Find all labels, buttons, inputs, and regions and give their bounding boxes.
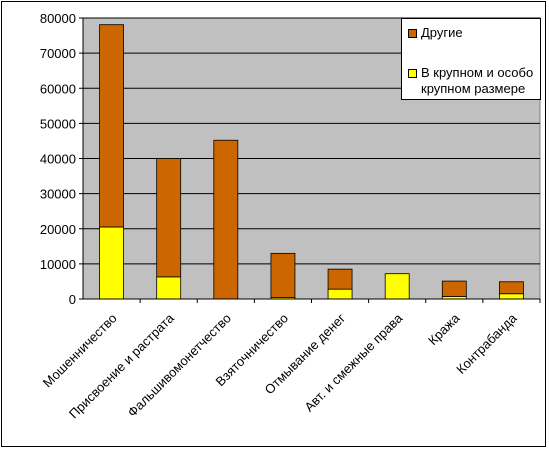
- bar-segment: [499, 293, 524, 300]
- x-tick-label: Контрабанда: [453, 310, 520, 377]
- bar-segment: [499, 281, 524, 295]
- bar-segment: [213, 139, 239, 300]
- y-tick-label: 30000: [40, 187, 76, 202]
- legend-swatch-others: [408, 29, 417, 38]
- bar-segment: [384, 273, 410, 300]
- x-tick-label: Присвоение и растрата: [66, 310, 177, 421]
- x-tick-label: Кража: [425, 310, 463, 348]
- y-axis: 0 10000 20000 30000 40000 50000 60000 70000 8000…: [40, 11, 84, 307]
- x-tick-label: Фальшивомонетчество: [125, 311, 234, 420]
- legend-label-large-scale: В крупном и особо крупном размере: [421, 65, 534, 96]
- legend-item-large-scale: В крупном и особо крупном размере: [408, 65, 538, 97]
- bar-segment: [327, 268, 353, 290]
- y-tick-label: 50000: [40, 116, 76, 131]
- bar-segment: [156, 276, 182, 300]
- y-tick-label: 20000: [40, 222, 76, 237]
- y-tick-label: 0: [69, 292, 76, 307]
- x-tick-label: Авт. и смежные права: [301, 310, 405, 414]
- bars: [99, 24, 524, 300]
- y-tick-label: 80000: [40, 11, 76, 26]
- legend: Другие В крупном и особо крупном размере: [401, 18, 541, 100]
- legend-swatch-large-scale: [408, 69, 417, 78]
- legend-label-others: Другие: [421, 25, 463, 40]
- bar-segment: [99, 24, 124, 228]
- y-tick-label: 70000: [40, 46, 76, 61]
- bar-segment: [99, 226, 124, 300]
- bar-segment: [270, 252, 296, 298]
- bar-segment: [441, 280, 467, 297]
- legend-item-others: Другие: [408, 25, 463, 41]
- bar-segment: [327, 288, 353, 300]
- bar-segment: [156, 158, 182, 278]
- y-tick-label: 10000: [40, 257, 76, 272]
- y-tick-label: 60000: [40, 81, 76, 96]
- y-tick-label: 40000: [40, 152, 76, 167]
